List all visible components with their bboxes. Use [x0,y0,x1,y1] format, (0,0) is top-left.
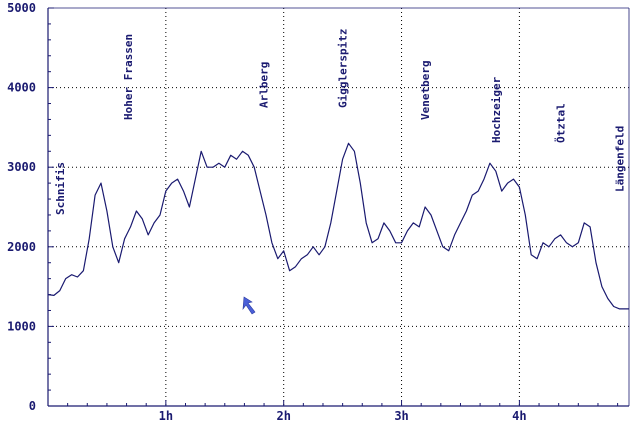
place-label: Arlberg [258,62,271,108]
y-tick-label: 5000 [7,1,36,15]
annotations: Schnifis Hoher Frassen Arlberg Gigglerspitz… [54,29,627,215]
y-tick-label: 0 [29,399,36,413]
place-label: Gigglerspitz [337,29,350,108]
x-tick-label: 1h [159,409,173,423]
place-label: Schnifis [54,162,67,215]
place-label: Ötztal [554,103,568,143]
place-label: Längenfeld [614,126,627,192]
grid [48,8,629,406]
y-tick-labels: 0 1000 2000 3000 4000 5000 [7,1,36,413]
axes [47,7,630,407]
x-tick-label: 4h [512,409,526,423]
place-label: Hochzeiger [490,76,503,143]
place-label: Hoher Frassen [122,34,135,120]
y-tick-label: 3000 [7,160,36,174]
cursor-arrow-icon [242,296,256,315]
place-label: Venetberg [419,60,432,120]
x-tick-label: 2h [276,409,290,423]
plot-area [48,8,629,406]
elevation-profile-line [47,142,629,310]
y-tick-label: 1000 [7,319,36,333]
x-tick-label: 3h [394,409,408,423]
y-tick-label: 2000 [7,240,36,254]
series [47,142,629,310]
y-tick-label: 4000 [7,81,36,95]
x-tick-labels: 1h 2h 3h 4h [159,409,527,423]
